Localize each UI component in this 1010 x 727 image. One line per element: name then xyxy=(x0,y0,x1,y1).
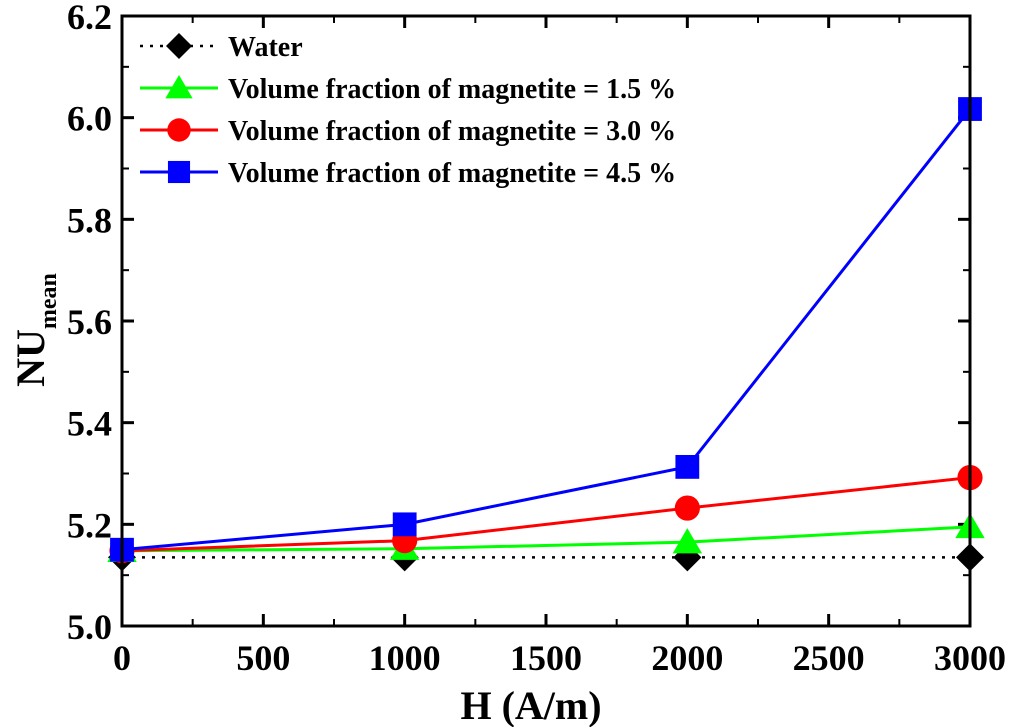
legend-item: Volume fraction of magnetite = 4.5 % xyxy=(140,158,676,189)
legend-marker xyxy=(165,75,193,99)
legend-item: Water xyxy=(140,32,303,63)
data-point xyxy=(672,528,703,554)
y-tick-label: 6.2 xyxy=(67,0,112,37)
y-axis-title-group: NUmean xyxy=(8,273,62,387)
x-tick-label: 500 xyxy=(236,638,290,678)
y-axis-title: NUmean xyxy=(8,273,62,387)
legend-label: Volume fraction of magnetite = 3.0 % xyxy=(228,116,676,147)
series-line xyxy=(121,108,972,552)
y-tick-label: 5.6 xyxy=(67,302,112,342)
legend-marker xyxy=(167,160,191,184)
legend-marker xyxy=(167,118,191,142)
x-tick-label: 1500 xyxy=(510,638,582,678)
legend-label: Volume fraction of magnetite = 1.5 % xyxy=(228,74,676,105)
series-layer xyxy=(107,97,985,572)
x-tick-label: 2500 xyxy=(793,638,865,678)
x-tick-label: 2000 xyxy=(651,638,723,678)
y-axis-title-sub: mean xyxy=(36,273,62,329)
legend-item: Volume fraction of magnetite = 1.5 % xyxy=(140,74,676,105)
legend-label: Volume fraction of magnetite = 4.5 % xyxy=(228,158,676,189)
data-point xyxy=(674,495,700,521)
y-tick-label: 5.2 xyxy=(67,505,112,545)
legend-marker xyxy=(166,33,192,59)
series-line xyxy=(121,525,971,553)
y-axis-title-main: NU xyxy=(8,329,53,387)
x-tick-label: 0 xyxy=(113,638,131,678)
y-tick-label: 5.4 xyxy=(67,404,112,444)
x-tick-label: 1000 xyxy=(369,638,441,678)
legend-item: Volume fraction of magnetite = 3.0 % xyxy=(140,116,676,147)
axes: 0 500 1000 1500 2000 2500 3000 5.0 5.2 5.4 5.6 5.8 6… xyxy=(67,0,1006,678)
x-axis-title: H (A/m) xyxy=(460,683,601,727)
series-1 xyxy=(107,512,985,562)
data-point xyxy=(392,512,417,537)
y-tick-label: 5.8 xyxy=(67,200,112,240)
y-tick-label: 5.0 xyxy=(67,607,112,647)
x-tick-label: 3000 xyxy=(934,638,1006,678)
legend-label: Water xyxy=(228,32,303,63)
data-point xyxy=(675,454,700,479)
plot-frame xyxy=(120,14,972,628)
y-tick-label: 6.0 xyxy=(67,99,112,139)
series-line xyxy=(121,476,971,553)
legend: Water Volume fraction of magnetite = 1.5 … xyxy=(140,32,676,189)
